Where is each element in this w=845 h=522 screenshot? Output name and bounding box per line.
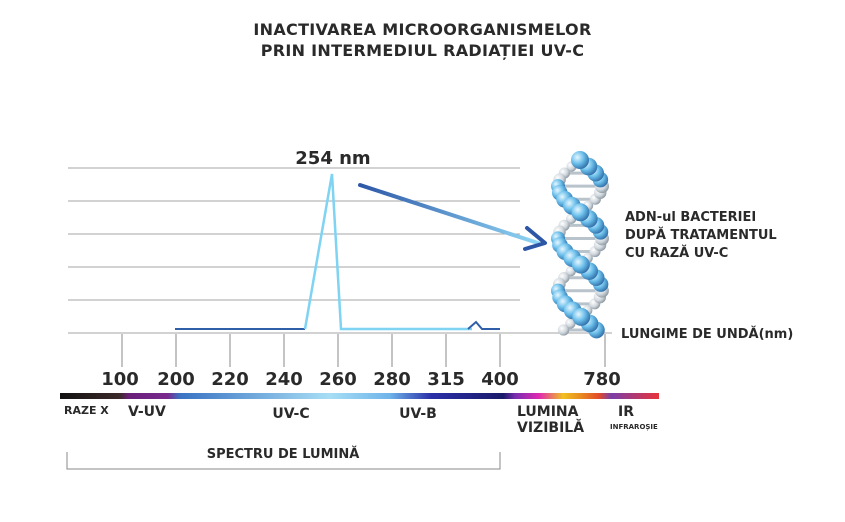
dna-atom xyxy=(557,324,570,336)
tick-label: 200 xyxy=(157,369,195,390)
band-ir: IR xyxy=(618,404,634,420)
title-line-2: PRIN INTERMEDIUL RADIAȚIEI UV-C xyxy=(260,41,585,60)
dna-caption-line: DUPĂ TRATAMENTUL xyxy=(625,227,777,243)
band-infrarosie: INFRAROȘIE xyxy=(610,423,658,431)
tick-label: 780 xyxy=(583,369,621,390)
spectrum-bar xyxy=(60,393,659,399)
band-uv-c: UV-C xyxy=(272,406,309,422)
tick-labels: 100 200 220 240 260 280 315 400 780 xyxy=(101,369,621,390)
spectrum-label: SPECTRU DE LUMINĂ xyxy=(207,446,360,462)
tick-label: 240 xyxy=(265,369,303,390)
peak-curve xyxy=(303,173,472,331)
tick-label: 315 xyxy=(427,369,465,390)
arrow xyxy=(358,183,547,251)
title-line-1: INACTIVAREA MICROORGANISMELOR xyxy=(253,20,592,39)
spectrum-bracket xyxy=(66,452,501,470)
band-vizibila: VIZIBILĂ xyxy=(517,418,584,436)
peak-label: 254 nm xyxy=(295,148,370,169)
tick-label: 280 xyxy=(373,369,411,390)
band-raze-x: RAZE X xyxy=(64,404,109,417)
tick-label: 260 xyxy=(319,369,357,390)
tick-label: 220 xyxy=(211,369,249,390)
baseline-curve-right xyxy=(467,320,500,330)
band-uv-b: UV-B xyxy=(399,406,437,422)
dna-atom xyxy=(565,318,576,329)
dna-atom xyxy=(572,307,591,326)
grid-lines xyxy=(68,167,612,334)
dna-helix-icon xyxy=(550,151,609,339)
dna-caption-line: ADN-ul BACTERIEI xyxy=(625,210,756,225)
dna-atom xyxy=(571,203,590,222)
dna-atom xyxy=(571,151,589,169)
tick-label: 400 xyxy=(481,369,519,390)
tick-label: 100 xyxy=(101,369,139,390)
dna-caption-line: CU RAZĂ UV-C xyxy=(625,245,728,261)
band-lumina: LUMINA xyxy=(517,404,579,420)
tick-marks xyxy=(121,334,606,367)
band-v-uv: V-UV xyxy=(128,404,166,420)
dna-atom xyxy=(571,255,590,274)
axis-label: LUNGIME DE UNDĂ(nm) xyxy=(621,326,793,342)
